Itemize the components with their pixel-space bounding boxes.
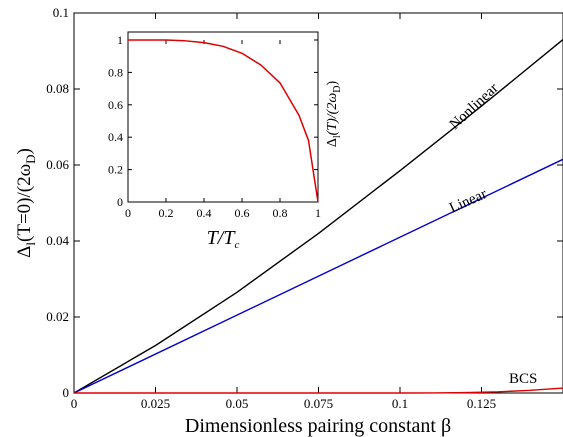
inset-y-tick-label: 0 xyxy=(117,195,123,209)
annotation-bcs: BCS xyxy=(509,371,537,387)
main-x-tick-label: 0 xyxy=(71,396,78,411)
inset-x-tick-label: 1 xyxy=(315,206,321,220)
main-x-tick-label: 0.05 xyxy=(226,396,249,411)
main-y-tick-label: 0 xyxy=(63,385,70,400)
main-y-tick-label: 0.02 xyxy=(46,309,69,324)
main-x-tick-label: 0.075 xyxy=(304,396,333,411)
inset-x-axis-label: T/Tc xyxy=(207,227,240,251)
main-series-nonlinear xyxy=(73,39,563,394)
inset-axis-ticks: 0 0.2 0.4 0.6 0.8 1 0 0.2 0.4 0.6 0.8 1 xyxy=(108,33,321,220)
inset-y-tick-label: 0.2 xyxy=(108,163,123,177)
inset-y-tick-label: 0.6 xyxy=(108,98,123,112)
main-x-axis-label: Dimensionless pairing constant β xyxy=(185,415,451,437)
main-y-tick-label: 0.04 xyxy=(46,233,69,248)
main-y-tick-label: 0.1 xyxy=(53,5,69,20)
inset-y-tick-label: 0.8 xyxy=(108,65,123,79)
inset-y-tick-label: 1 xyxy=(117,33,123,47)
inset-x-tick-label: 0.2 xyxy=(159,206,174,220)
inset-series-series-0 xyxy=(128,39,319,203)
inset-x-tick-label: 0.8 xyxy=(273,206,288,220)
inset-x-tick-label: 0 xyxy=(125,206,131,220)
inset-plot-frame xyxy=(127,31,319,203)
inset-x-tick-label: 0.4 xyxy=(197,206,212,220)
inset-y-tick-label: 0.4 xyxy=(108,130,123,144)
main-series-linear xyxy=(73,158,563,394)
main-x-tick-label: 0.025 xyxy=(141,396,170,411)
main-y-tick-label: 0.08 xyxy=(46,81,69,96)
inset-x-tick-label: 0.6 xyxy=(235,206,250,220)
main-x-tick-label: 0.125 xyxy=(467,396,496,411)
main-series-lines xyxy=(73,39,563,394)
main-x-tick-label: 0.1 xyxy=(392,396,408,411)
main-y-axis-label: Δl(T=0)/(2ωD) xyxy=(14,148,38,258)
main-y-tick-label: 0.06 xyxy=(46,157,69,172)
inset-series-lines xyxy=(128,39,319,203)
inset-y-axis-label: Δl(T)/(2ωD) xyxy=(325,81,343,148)
annotation-nonlinear: Nonlinear xyxy=(447,80,502,133)
main-axis-ticks: 0 0.025 0.05 0.075 0.1 0.125 0 0.02 0.04 0.06 0.08… xyxy=(46,5,563,411)
annotation-linear: Linear xyxy=(447,186,489,217)
main-series-bcs xyxy=(74,387,563,394)
